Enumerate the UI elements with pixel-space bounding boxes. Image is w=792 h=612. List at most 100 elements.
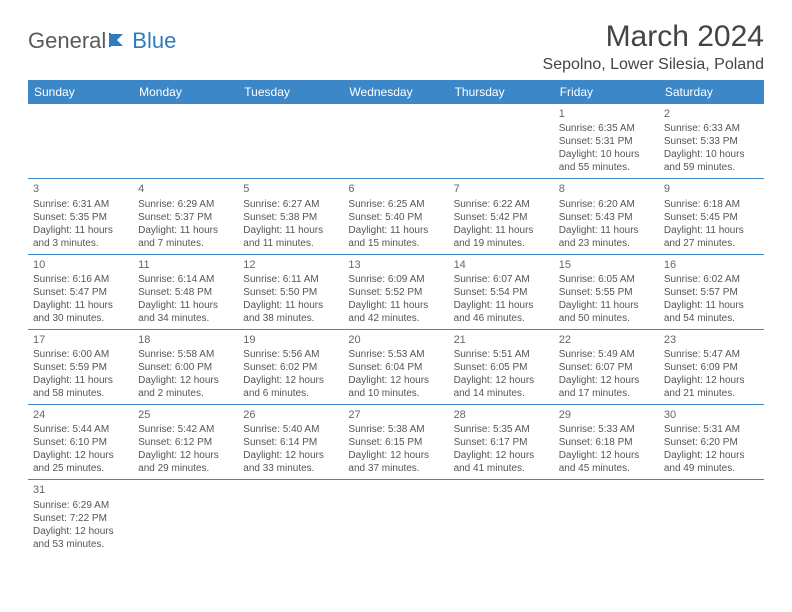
sunrise-line: Sunrise: 6:02 AM [664,273,759,286]
day-number: 1 [559,107,654,121]
calendar-day-cell: 8Sunrise: 6:20 AMSunset: 5:43 PMDaylight… [554,179,659,254]
calendar-day-cell: 21Sunrise: 5:51 AMSunset: 6:05 PMDayligh… [449,329,554,404]
calendar-day-cell: 9Sunrise: 6:18 AMSunset: 5:45 PMDaylight… [659,179,764,254]
daylight-line-1: Daylight: 11 hours [559,299,654,312]
sunset-line: Sunset: 5:45 PM [664,211,759,224]
daylight-line-2: and 54 minutes. [664,312,759,325]
daylight-line-2: and 29 minutes. [138,462,233,475]
calendar-week-row: 1Sunrise: 6:35 AMSunset: 5:31 PMDaylight… [28,104,764,179]
sunrise-line: Sunrise: 6:18 AM [664,198,759,211]
day-number: 29 [559,408,654,422]
daylight-line-1: Daylight: 11 hours [138,224,233,237]
daylight-line-2: and 17 minutes. [559,387,654,400]
weekday-header: Saturday [659,80,764,104]
month-title: March 2024 [543,20,764,54]
daylight-line-1: Daylight: 12 hours [559,449,654,462]
calendar-day-cell: 20Sunrise: 5:53 AMSunset: 6:04 PMDayligh… [343,329,448,404]
daylight-line-1: Daylight: 11 hours [454,299,549,312]
header: General Blue March 2024 Sepolno, Lower S… [28,20,764,74]
title-block: March 2024 Sepolno, Lower Silesia, Polan… [543,20,764,74]
daylight-line-2: and 33 minutes. [243,462,338,475]
daylight-line-1: Daylight: 12 hours [664,374,759,387]
sunset-line: Sunset: 5:57 PM [664,286,759,299]
sunrise-line: Sunrise: 6:25 AM [348,198,443,211]
sunrise-line: Sunrise: 5:31 AM [664,423,759,436]
daylight-line-2: and 19 minutes. [454,237,549,250]
daylight-line-2: and 53 minutes. [33,538,128,551]
daylight-line-2: and 2 minutes. [138,387,233,400]
sunrise-line: Sunrise: 5:38 AM [348,423,443,436]
calendar-day-cell [133,480,238,555]
daylight-line-1: Daylight: 12 hours [348,374,443,387]
day-number: 24 [33,408,128,422]
calendar-day-cell: 15Sunrise: 6:05 AMSunset: 5:55 PMDayligh… [554,254,659,329]
sunset-line: Sunset: 5:48 PM [138,286,233,299]
calendar-day-cell: 3Sunrise: 6:31 AMSunset: 5:35 PMDaylight… [28,179,133,254]
sunset-line: Sunset: 6:10 PM [33,436,128,449]
calendar-week-row: 3Sunrise: 6:31 AMSunset: 5:35 PMDaylight… [28,179,764,254]
sunrise-line: Sunrise: 6:14 AM [138,273,233,286]
sunrise-line: Sunrise: 6:00 AM [33,348,128,361]
daylight-line-2: and 30 minutes. [33,312,128,325]
sunrise-line: Sunrise: 6:29 AM [138,198,233,211]
sunset-line: Sunset: 5:42 PM [454,211,549,224]
day-number: 18 [138,333,233,347]
calendar-day-cell: 2Sunrise: 6:33 AMSunset: 5:33 PMDaylight… [659,104,764,179]
day-number: 15 [559,258,654,272]
calendar-day-cell: 24Sunrise: 5:44 AMSunset: 6:10 PMDayligh… [28,405,133,480]
sunset-line: Sunset: 6:09 PM [664,361,759,374]
daylight-line-2: and 21 minutes. [664,387,759,400]
daylight-line-1: Daylight: 12 hours [454,449,549,462]
sunrise-line: Sunrise: 6:22 AM [454,198,549,211]
calendar-week-row: 31Sunrise: 6:29 AMSunset: 7:22 PMDayligh… [28,480,764,555]
daylight-line-1: Daylight: 11 hours [348,224,443,237]
calendar-day-cell [238,104,343,179]
sunset-line: Sunset: 6:15 PM [348,436,443,449]
calendar-day-cell: 29Sunrise: 5:33 AMSunset: 6:18 PMDayligh… [554,405,659,480]
calendar-day-cell: 27Sunrise: 5:38 AMSunset: 6:15 PMDayligh… [343,405,448,480]
calendar-day-cell [659,480,764,555]
logo: General Blue [28,28,176,54]
day-number: 31 [33,483,128,497]
daylight-line-2: and 6 minutes. [243,387,338,400]
daylight-line-2: and 10 minutes. [348,387,443,400]
daylight-line-1: Daylight: 10 hours [559,148,654,161]
day-number: 11 [138,258,233,272]
daylight-line-1: Daylight: 11 hours [243,224,338,237]
daylight-line-2: and 37 minutes. [348,462,443,475]
calendar-week-row: 24Sunrise: 5:44 AMSunset: 6:10 PMDayligh… [28,405,764,480]
location: Sepolno, Lower Silesia, Poland [543,56,764,74]
daylight-line-1: Daylight: 11 hours [33,374,128,387]
sunset-line: Sunset: 5:38 PM [243,211,338,224]
day-number: 25 [138,408,233,422]
daylight-line-1: Daylight: 11 hours [664,224,759,237]
sunrise-line: Sunrise: 5:51 AM [454,348,549,361]
sunset-line: Sunset: 6:12 PM [138,436,233,449]
sunrise-line: Sunrise: 6:20 AM [559,198,654,211]
daylight-line-2: and 15 minutes. [348,237,443,250]
calendar-day-cell [28,104,133,179]
day-number: 3 [33,182,128,196]
daylight-line-2: and 34 minutes. [138,312,233,325]
daylight-line-2: and 46 minutes. [454,312,549,325]
daylight-line-1: Daylight: 12 hours [243,374,338,387]
daylight-line-1: Daylight: 12 hours [664,449,759,462]
sunrise-line: Sunrise: 5:33 AM [559,423,654,436]
day-number: 20 [348,333,443,347]
sunrise-line: Sunrise: 5:53 AM [348,348,443,361]
sunset-line: Sunset: 6:18 PM [559,436,654,449]
day-number: 19 [243,333,338,347]
sunrise-line: Sunrise: 6:29 AM [33,499,128,512]
sunset-line: Sunset: 5:37 PM [138,211,233,224]
daylight-line-1: Daylight: 12 hours [138,374,233,387]
sunset-line: Sunset: 6:05 PM [454,361,549,374]
daylight-line-2: and 7 minutes. [138,237,233,250]
daylight-line-1: Daylight: 11 hours [243,299,338,312]
daylight-line-2: and 3 minutes. [33,237,128,250]
calendar-day-cell: 25Sunrise: 5:42 AMSunset: 6:12 PMDayligh… [133,405,238,480]
daylight-line-1: Daylight: 10 hours [664,148,759,161]
daylight-line-1: Daylight: 12 hours [138,449,233,462]
day-number: 6 [348,182,443,196]
calendar-day-cell [343,480,448,555]
sunset-line: Sunset: 5:43 PM [559,211,654,224]
